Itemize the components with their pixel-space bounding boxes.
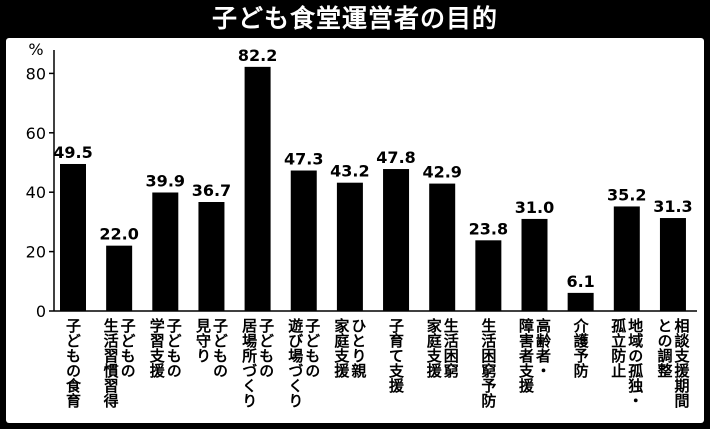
category-label-line: 見守り <box>194 318 212 363</box>
y-tick-label: 0 <box>36 302 46 321</box>
category-label: 地域の孤独・孤立防止 <box>609 317 644 408</box>
bar-value-label: 82.2 <box>238 46 277 65</box>
bar <box>244 66 271 311</box>
bar <box>106 245 133 311</box>
category-label-line: 孤立防止 <box>609 317 627 378</box>
bar <box>290 170 317 311</box>
bar-value-label: 47.8 <box>376 148 415 167</box>
bar <box>152 192 179 311</box>
category-label-line: 子どもの <box>211 318 229 378</box>
category-label-line: 障害者支援 <box>517 317 535 394</box>
category-label-line: ひとり親 <box>349 318 367 379</box>
category-label-line: 生活困窮 <box>442 317 460 379</box>
category-label-line: 遊び場づくり <box>286 317 304 408</box>
category-label-line: 子どもの <box>303 318 321 378</box>
chart-title: 子ども食堂運営者の目的 <box>211 4 498 33</box>
category-label-line: との調整 <box>655 318 673 378</box>
bar-value-label: 43.2 <box>330 162 369 181</box>
category-label-line: 高齢者・ <box>534 317 552 378</box>
bar <box>659 218 686 311</box>
bar <box>613 206 640 311</box>
bar <box>475 240 502 311</box>
category-label-line: 生活習慣習得 <box>102 317 120 409</box>
bar-value-label: 31.3 <box>653 197 692 216</box>
category-label-line: 子どもの <box>119 318 137 378</box>
y-tick-label: 20 <box>26 243 46 262</box>
bar <box>198 202 225 311</box>
y-tick-label: 80 <box>26 64 46 83</box>
category-label-line: 子どもの食育 <box>64 318 82 409</box>
bar-value-label: 36.7 <box>192 181 231 200</box>
bar-value-label: 22.0 <box>99 225 138 244</box>
category-label: 介護予防 <box>572 317 590 379</box>
category-label-line: 居場所づくり <box>240 318 258 408</box>
y-axis-unit-label: % <box>28 40 43 59</box>
category-label: 高齢者・障害者支援 <box>517 317 552 394</box>
category-label-line: 学習支援 <box>148 317 166 379</box>
category-label-line: 子どもの <box>257 318 275 378</box>
bar-value-label: 42.9 <box>422 163 461 182</box>
bar-value-label: 31.0 <box>515 198 554 217</box>
bar-value-label: 23.8 <box>469 219 508 238</box>
category-label-line: 地域の孤独・ <box>626 317 644 408</box>
category-label-line: 相談支援期間 <box>672 317 690 409</box>
bar <box>521 218 548 311</box>
bar-value-label: 49.5 <box>53 143 92 162</box>
bar <box>429 183 456 311</box>
category-label-line: 子育て支援 <box>387 318 405 394</box>
bar-value-label: 35.2 <box>607 185 646 204</box>
bar <box>567 292 594 311</box>
category-label-line: 介護予防 <box>572 317 590 379</box>
category-label-line: 子どもの <box>165 318 183 378</box>
category-label-line: 生活困窮予防 <box>479 317 497 409</box>
bar <box>336 182 363 311</box>
y-tick-label: 60 <box>26 124 46 143</box>
bar <box>383 169 410 311</box>
bar-value-label: 39.9 <box>146 171 185 190</box>
category-label-line: 家庭支援 <box>425 317 443 379</box>
bar-value-label: 47.3 <box>284 150 323 169</box>
category-label-line: 家庭支援 <box>332 317 350 379</box>
category-label: 生活困窮予防 <box>479 317 497 409</box>
bar <box>60 163 86 311</box>
y-tick-label: 40 <box>26 183 46 202</box>
category-label: 子育て支援 <box>387 318 405 394</box>
bar-value-label: 6.1 <box>566 272 594 291</box>
category-label: 子どもの食育 <box>64 318 82 409</box>
